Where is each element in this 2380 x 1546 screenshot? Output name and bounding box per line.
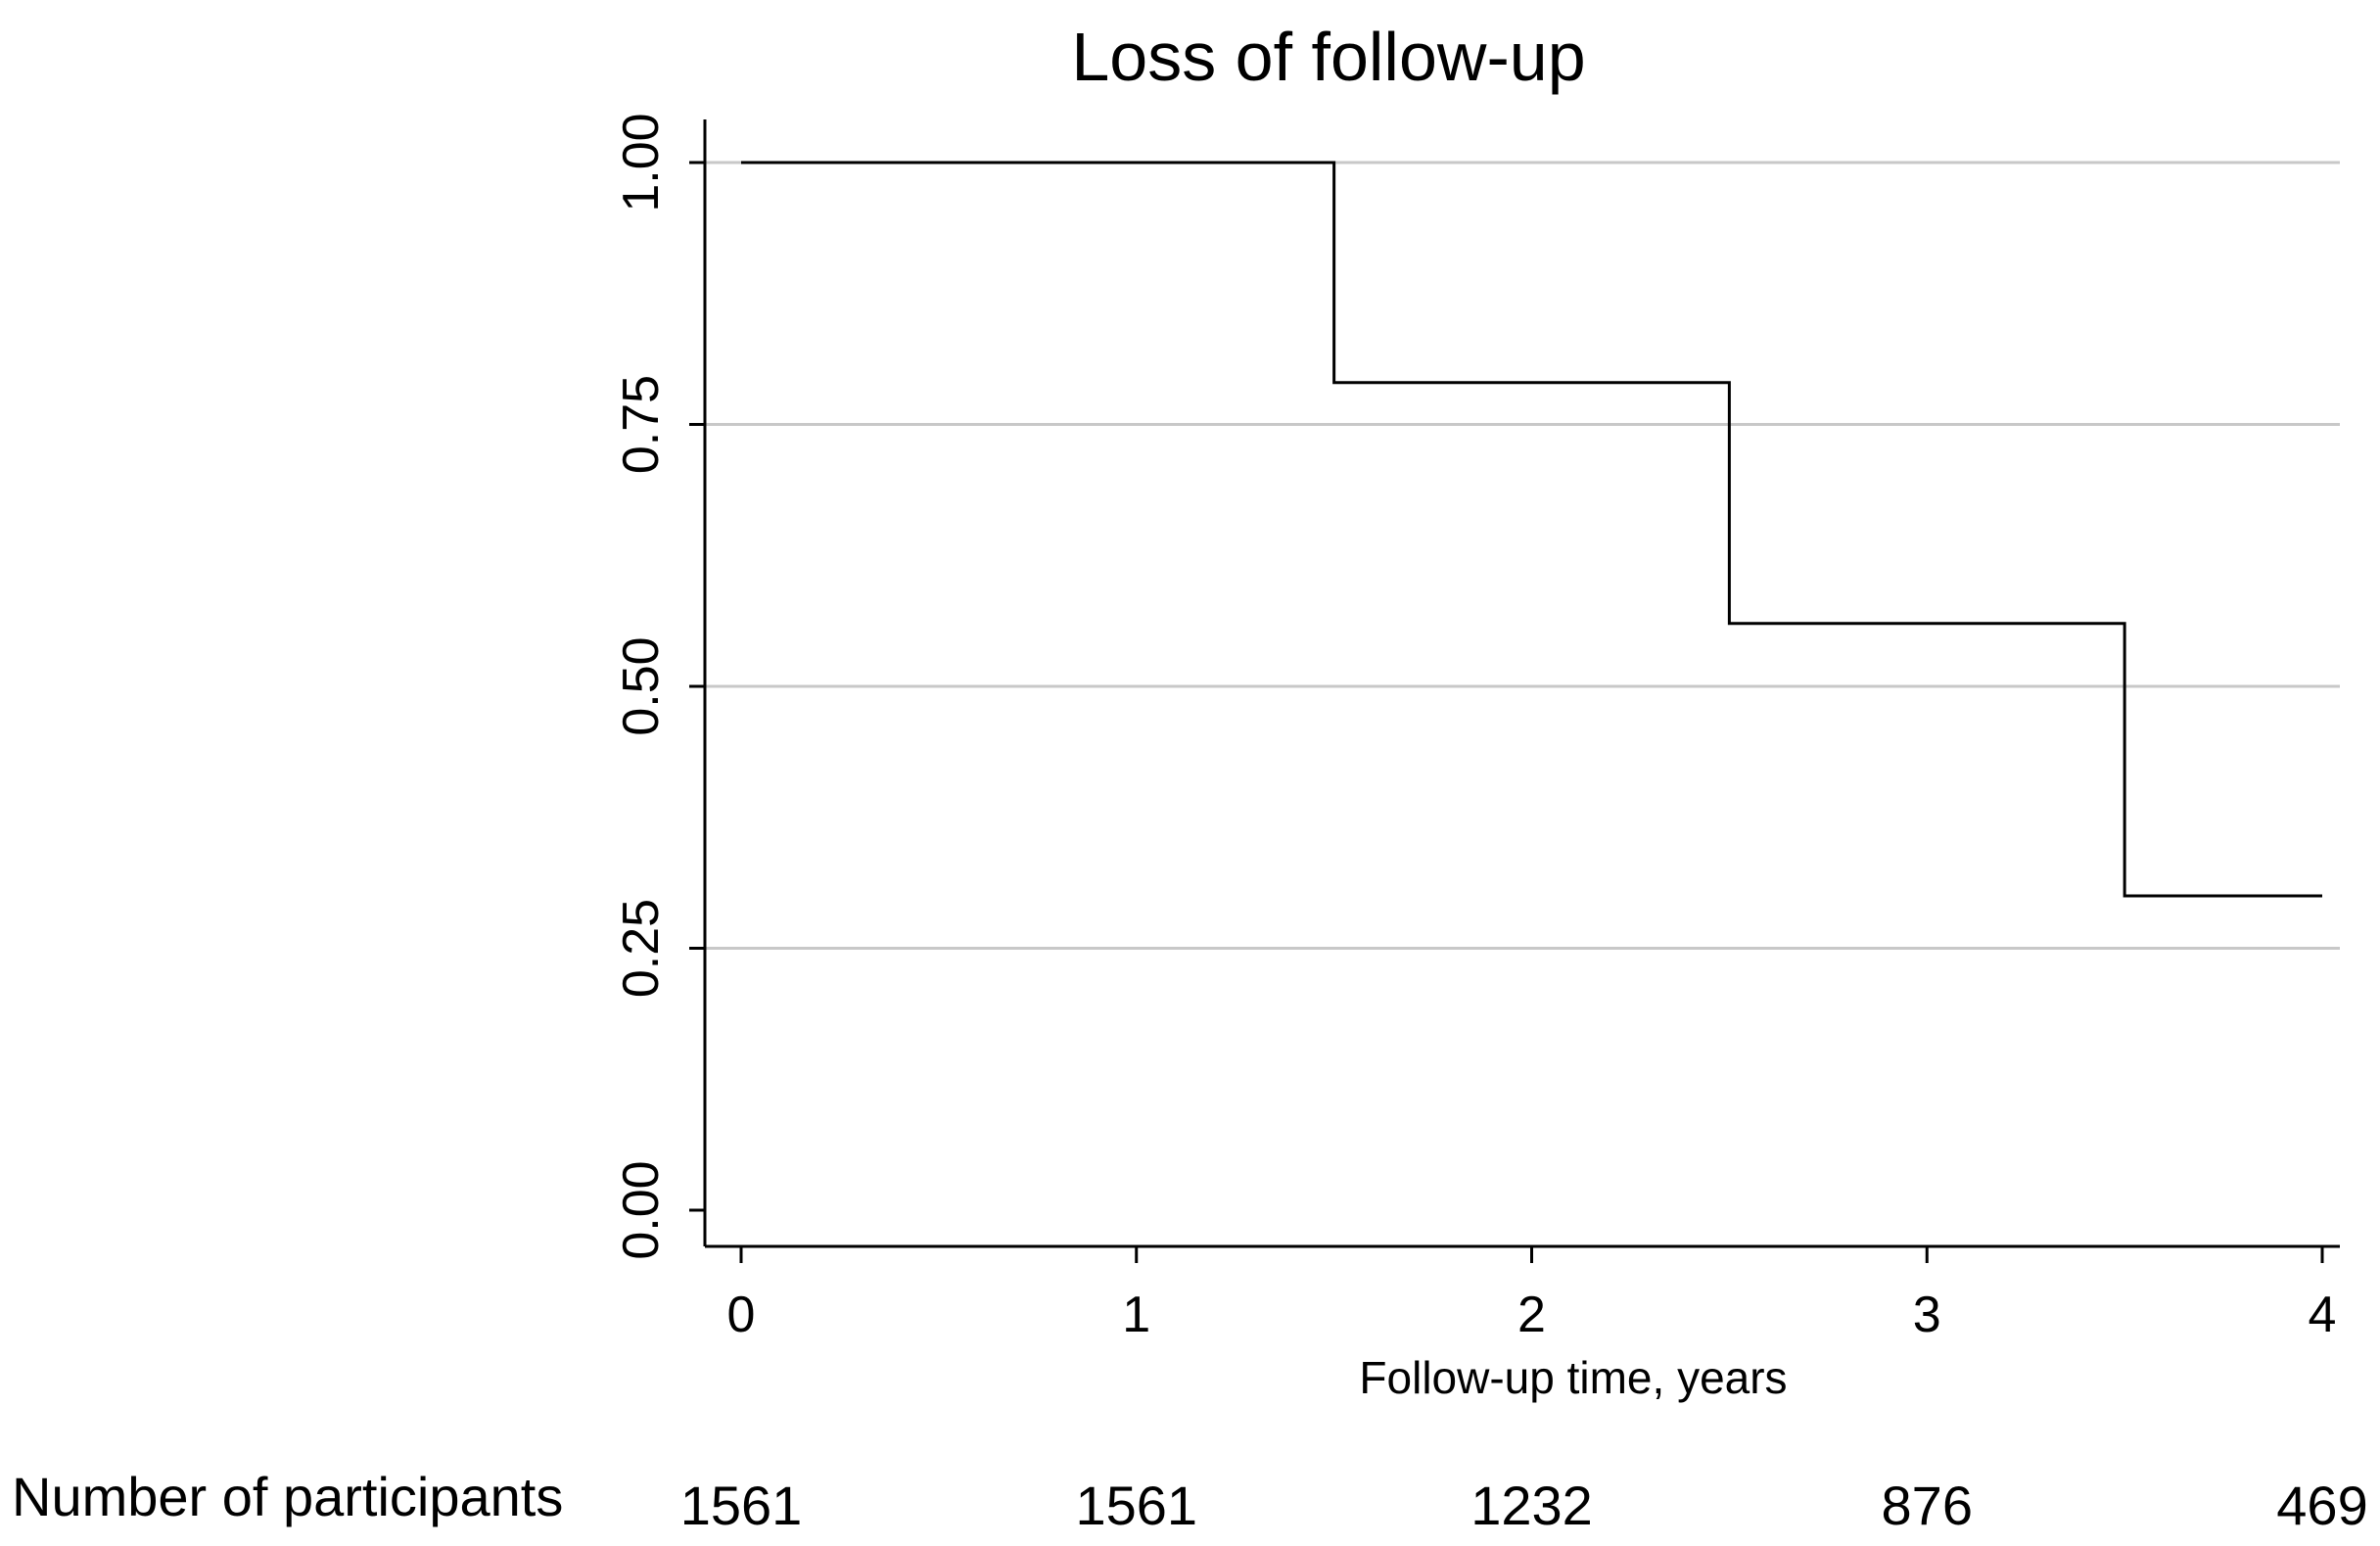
- y-axis-ticks: 0.00 0.25 0.50 0.75 1.00: [613, 113, 705, 1260]
- x-tick-label-4: 4: [2309, 1287, 2337, 1343]
- axes: [703, 119, 2340, 1248]
- x-tick-label-3: 3: [1913, 1287, 1941, 1343]
- x-tick-label-2: 2: [1517, 1287, 1546, 1343]
- grid-lines: [705, 161, 2340, 950]
- y-tick-label-4: 1.00: [613, 113, 670, 211]
- risk-count-2: 1232: [1470, 1475, 1593, 1536]
- y-tick-label-0: 0.00: [613, 1160, 670, 1259]
- risk-count-1: 1561: [1075, 1475, 1197, 1536]
- x-tick-label-0: 0: [727, 1287, 756, 1343]
- risk-count-4: 469: [2276, 1475, 2367, 1536]
- x-axis-ticks: 0 1 2 3 4: [727, 1246, 2337, 1343]
- risk-table: Number of participants 1561 1561 1232 876 46…: [12, 1466, 2368, 1536]
- risk-count-3: 876: [1882, 1475, 1973, 1536]
- x-axis-label: Follow-up time, years: [1359, 1352, 1787, 1403]
- risk-table-label: Number of participants: [12, 1466, 563, 1527]
- survival-step-line-0: [741, 161, 2322, 898]
- y-tick-label-3: 0.75: [613, 375, 670, 474]
- y-tick-label-2: 0.50: [613, 636, 670, 735]
- risk-count-0: 1561: [680, 1475, 803, 1536]
- y-tick-label-1: 0.25: [613, 899, 670, 998]
- survival-curve: [741, 161, 2322, 898]
- x-tick-label-1: 1: [1122, 1287, 1150, 1343]
- chart-title: Loss of follow-up: [1071, 19, 1585, 95]
